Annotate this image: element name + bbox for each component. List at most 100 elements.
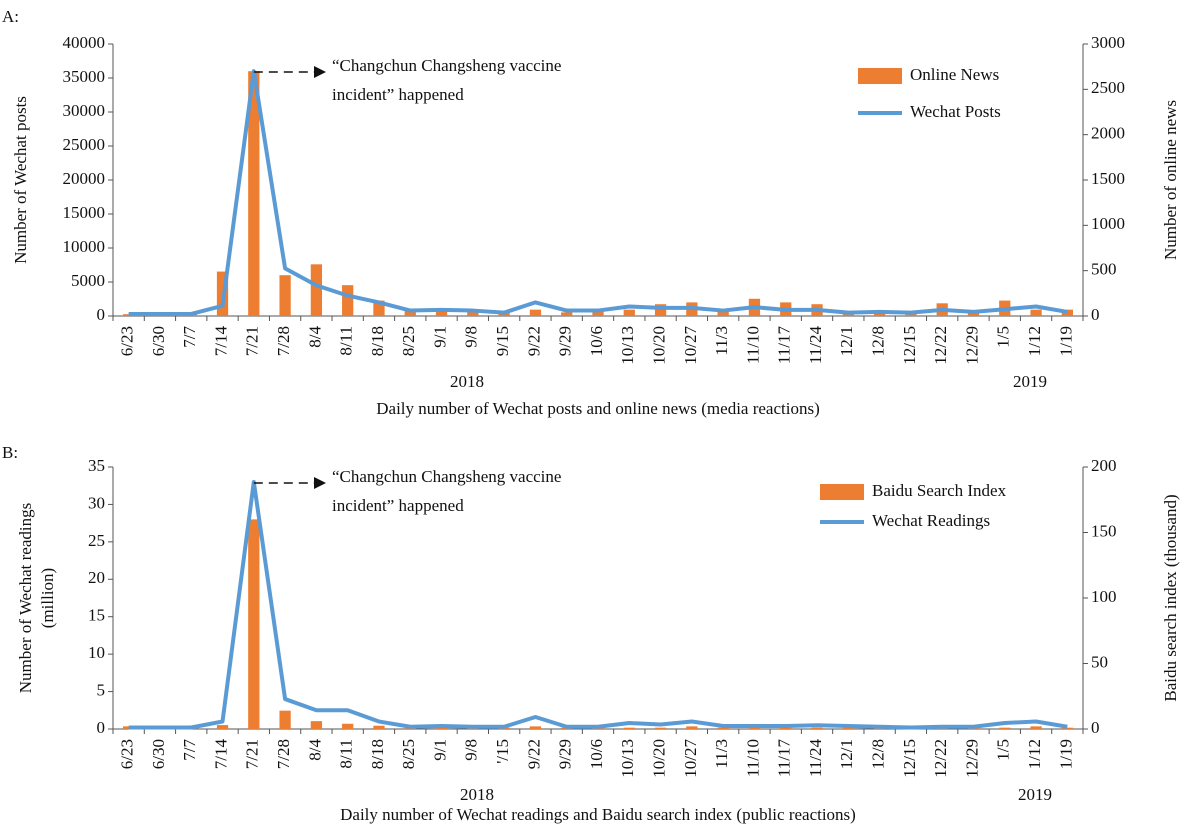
y2-tick-label: 2000 [1091, 124, 1125, 143]
x-tick-label: 7/14 [211, 739, 230, 770]
bar [373, 300, 385, 316]
annotation-text: incident” happened [332, 496, 464, 515]
annotation-arrowhead [314, 477, 326, 489]
x-tick-label: 12/1 [837, 326, 856, 356]
x-tick-label: 9/1 [430, 326, 449, 348]
x-tick-label: 12/29 [962, 326, 981, 365]
bar [310, 721, 323, 729]
x-tick-label: 9/8 [462, 326, 481, 348]
bar [404, 310, 416, 316]
y2-axis-title: Number of online news [1161, 100, 1180, 260]
y-tick-label: 0 [97, 718, 106, 737]
bar [342, 723, 354, 729]
x-tick-label: 8/18 [368, 739, 387, 769]
x-tick-label: 1/5 [994, 739, 1013, 761]
panel-label: A: [2, 7, 19, 26]
y-tick-label: 15000 [63, 203, 106, 222]
x-tick-label: 11/3 [712, 326, 731, 356]
x-tick-label: 1/5 [994, 326, 1013, 348]
year-label: 2018 [460, 785, 494, 804]
legend-label: Online News [910, 65, 999, 84]
y2-tick-label: 2500 [1091, 78, 1125, 97]
x-tick-label: 9/22 [524, 326, 543, 356]
annotation-text: incident” happened [332, 85, 464, 104]
y-tick-label: 5000 [71, 271, 105, 290]
x-tick-label: 7/21 [243, 739, 262, 769]
bar [686, 726, 698, 729]
x-tick-label: 7/7 [180, 739, 199, 761]
y-tick-label: 35000 [63, 67, 106, 86]
bar [529, 309, 542, 316]
x-tick-label: 8/25 [399, 326, 418, 356]
y2-tick-label: 150 [1091, 521, 1117, 540]
x-tick-label: '/15 [493, 739, 512, 764]
y2-tick-label: 200 [1091, 456, 1117, 475]
bar [654, 304, 667, 316]
y2-tick-label: 0 [1091, 718, 1100, 737]
y2-axis-title: Baidu search index (thousand) [1161, 494, 1180, 701]
y-tick-label: 25 [88, 531, 105, 550]
x-axis-title: Daily number of Wechat posts and online … [376, 399, 820, 418]
panel-label: B: [2, 443, 18, 462]
bar [248, 519, 260, 729]
bar [1030, 309, 1042, 316]
bar [435, 727, 448, 729]
y-tick-label: 0 [97, 305, 106, 324]
bar [373, 725, 385, 729]
y-tick-label: 25000 [63, 135, 106, 154]
y-tick-label: 20 [88, 568, 105, 587]
bar [780, 727, 792, 729]
y2-tick-label: 1500 [1091, 169, 1125, 188]
y-tick-label: 30 [88, 493, 105, 512]
legend-swatch [820, 484, 864, 500]
x-tick-label: 10/20 [649, 326, 668, 365]
y2-tick-label: 3000 [1091, 33, 1125, 52]
x-tick-label: 9/1 [430, 739, 449, 761]
bar [467, 309, 479, 316]
x-tick-label: 9/29 [556, 739, 575, 769]
bar [873, 312, 886, 316]
x-tick-label: 9/29 [556, 326, 575, 356]
x-tick-label: 12/22 [931, 326, 950, 365]
bar [1030, 726, 1042, 729]
bar [717, 727, 729, 729]
y-axis-title: Number of Wechat readings [16, 503, 35, 693]
x-tick-label: 7/14 [211, 326, 230, 357]
x-tick-label: 9/8 [462, 739, 481, 761]
year-label: 2019 [1013, 372, 1047, 391]
x-tick-label: 6/30 [149, 739, 168, 769]
x-tick-label: 11/10 [743, 739, 762, 777]
x-tick-label: 1/12 [1025, 739, 1044, 769]
x-tick-label: 12/15 [900, 326, 919, 365]
bar [623, 727, 635, 729]
line [128, 69, 1068, 316]
x-tick-label: 12/1 [837, 739, 856, 769]
x-tick-label: 9/15 [493, 326, 512, 356]
legend-label: Wechat Posts [910, 102, 1001, 121]
y-axis-title: (million) [38, 568, 57, 628]
x-tick-label: 12/8 [869, 739, 888, 769]
bar [748, 727, 761, 729]
bar [1061, 727, 1073, 729]
x-tick-label: 12/15 [900, 739, 919, 778]
year-label: 2018 [450, 372, 484, 391]
y-tick-label: 20000 [63, 169, 106, 188]
bar [279, 710, 291, 729]
x-tick-label: 7/28 [274, 326, 293, 356]
bar [279, 275, 291, 316]
bar [654, 727, 667, 729]
x-tick-label: 1/12 [1025, 326, 1044, 356]
x-tick-label: 8/11 [337, 739, 356, 769]
y-tick-label: 35 [88, 456, 105, 475]
x-tick-label: 11/10 [743, 326, 762, 364]
x-tick-label: 12/29 [962, 739, 981, 778]
x-tick-label: 11/3 [712, 739, 731, 769]
x-tick-label: 1/19 [1056, 326, 1075, 356]
bar [592, 311, 604, 316]
x-tick-label: 10/20 [649, 739, 668, 778]
bar [999, 727, 1011, 729]
x-tick-label: 6/30 [149, 326, 168, 356]
y2-tick-label: 1000 [1091, 214, 1125, 233]
x-tick-label: 12/22 [931, 739, 950, 778]
x-tick-label: 11/17 [775, 326, 794, 365]
